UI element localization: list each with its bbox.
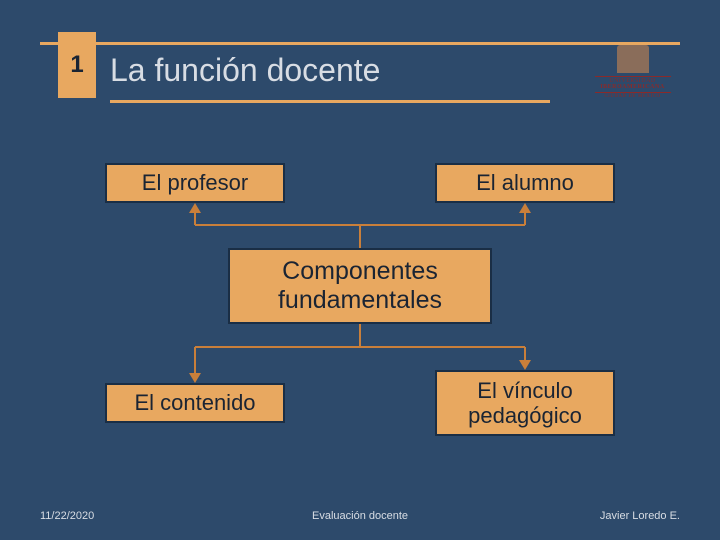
- box-alumno-label: El alumno: [476, 170, 574, 195]
- title-number: 1: [70, 51, 83, 79]
- logo-line2: IBEROAMERICANA: [600, 84, 664, 91]
- footer-title: Evaluación docente: [312, 510, 408, 522]
- box-center-label: Componentes fundamentales: [240, 257, 480, 315]
- title-underline: [110, 100, 550, 103]
- box-contenido: El contenido: [105, 383, 285, 423]
- box-profesor-label: El profesor: [142, 170, 248, 195]
- title-top-line: [40, 42, 680, 45]
- slide-title: La función docente: [110, 52, 380, 89]
- title-number-badge: 1: [58, 32, 96, 98]
- box-contenido-label: El contenido: [134, 390, 255, 415]
- box-profesor: El profesor: [105, 163, 285, 203]
- logo-emblem: [617, 45, 649, 73]
- box-center: Componentes fundamentales: [228, 248, 492, 324]
- footer-author: Javier Loredo E.: [600, 510, 680, 522]
- box-alumno: El alumno: [435, 163, 615, 203]
- footer-date: 11/22/2020: [40, 510, 94, 522]
- box-vinculo-label: El vínculo pedagógico: [447, 378, 603, 429]
- university-logo: UNIVERSIDAD IBEROAMERICANA CIUDAD DE MÉX…: [585, 38, 680, 106]
- logo-line1: UNIVERSIDAD: [609, 78, 656, 85]
- logo-line3: CIUDAD DE MÉXICO: [604, 94, 660, 100]
- box-vinculo: El vínculo pedagógico: [435, 370, 615, 436]
